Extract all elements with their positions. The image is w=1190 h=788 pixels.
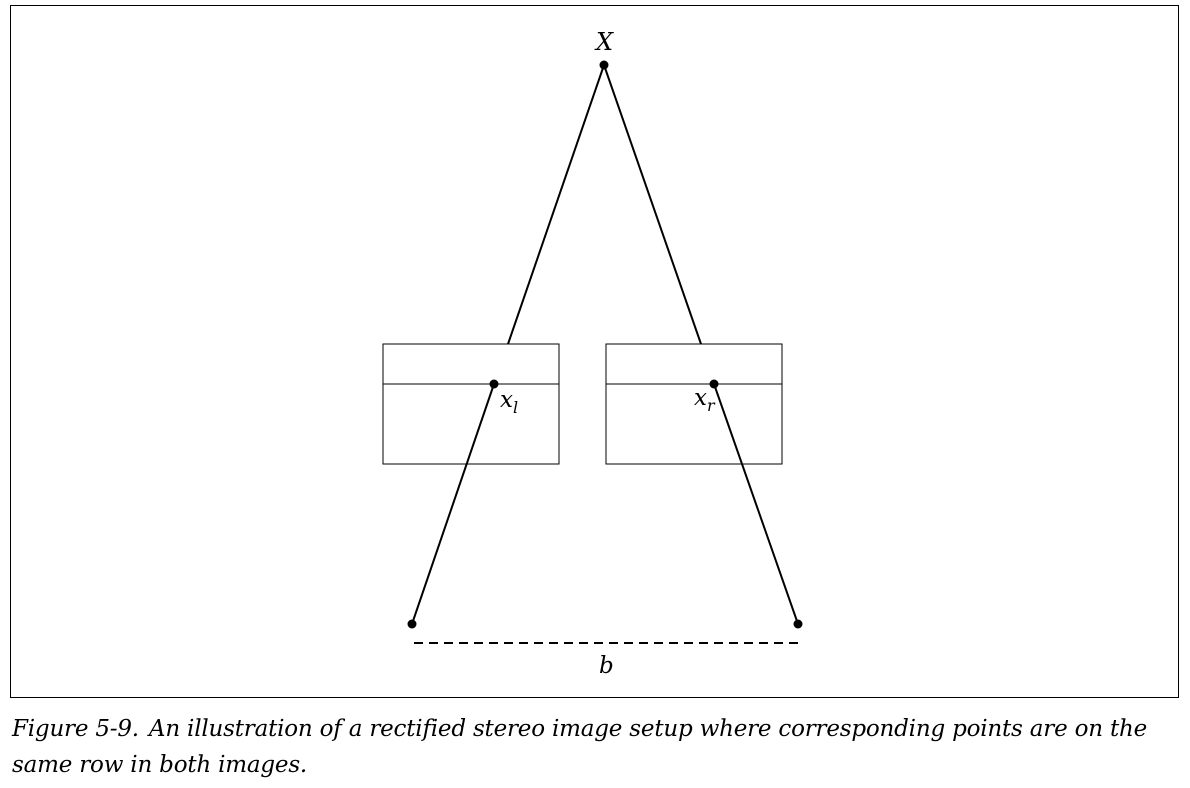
left-ray-lower	[411, 383, 495, 625]
right-image-plane	[605, 343, 783, 465]
right-ray-lower	[713, 383, 799, 625]
right-image-point-dot	[709, 379, 719, 389]
caption-text: An illustration of a rectified stereo im…	[12, 716, 1148, 778]
right-image-point-label-sub: r	[707, 396, 716, 415]
right-ray-upper	[603, 64, 702, 345]
right-camera-center-dot	[793, 619, 803, 629]
left-image-point-label-base: x	[500, 387, 513, 413]
left-ray-upper	[507, 64, 605, 345]
figure-caption: Figure 5-9. An illustration of a rectifie…	[12, 711, 1184, 783]
world-point-dot	[599, 60, 609, 70]
figure-number: Figure 5-9.	[12, 716, 139, 742]
left-image-point-label: xl	[500, 387, 518, 417]
world-point-label: X	[594, 28, 614, 56]
left-image-point-label-sub: l	[513, 398, 518, 417]
right-image-point-label: xr	[694, 385, 716, 415]
right-image-point-label-base: x	[694, 385, 707, 411]
left-image-plane	[382, 343, 560, 465]
left-camera-center-dot	[407, 619, 417, 629]
baseline-label: b	[599, 653, 614, 679]
figure-frame	[10, 5, 1179, 698]
left-image-point-dot	[489, 379, 499, 389]
